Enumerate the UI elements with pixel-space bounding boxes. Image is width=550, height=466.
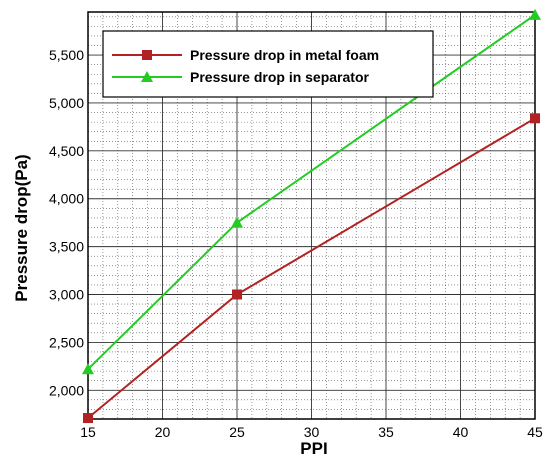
x-tick-label: 40 [453,424,469,440]
legend-marker-separator [141,71,153,82]
y-tick-label: 4,000 [49,191,84,207]
data-point-square [530,113,540,124]
y-tick-label: 2,500 [49,334,84,350]
legend-marker-metal-foam [142,50,152,60]
y-tick-label: 5,000 [49,95,84,111]
legend-label-separator: Pressure drop in separator [190,69,370,85]
x-axis-ticks: 15 20 25 30 35 40 45 [80,424,543,440]
x-axis-title: PPI [300,439,327,458]
legend: Pressure drop in metal foam Pressure dro… [102,30,434,98]
plot-frame [87,11,536,420]
y-tick-label: 4,500 [49,143,84,159]
y-axis-ticks: 2,000 2,500 3,000 3,500 4,000 4,500 5,000 5,500 [49,47,84,398]
data-point-square [232,289,242,300]
x-tick-label: 15 [80,424,96,440]
data-point-triangle [529,8,541,20]
x-tick-label: 20 [155,424,171,440]
x-tick-label: 25 [229,424,245,440]
data-point-triangle [231,216,243,228]
y-tick-label: 3,500 [49,239,84,255]
y-tick-label: 2,000 [49,382,84,398]
legend-label-metal-foam: Pressure drop in metal foam [190,47,379,63]
x-tick-label: 35 [378,424,394,440]
y-tick-label: 3,000 [49,287,84,303]
y-tick-label: 5,500 [49,47,84,63]
series-layer [82,8,541,424]
x-tick-label: 45 [527,424,543,440]
legend-box [102,30,434,98]
y-axis-title: Pressure drop(Pa) [12,154,31,301]
x-tick-label: 30 [304,424,320,440]
data-point-triangle [82,363,94,375]
data-point-square [83,413,93,424]
